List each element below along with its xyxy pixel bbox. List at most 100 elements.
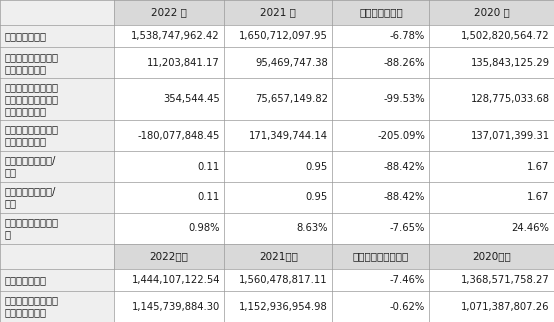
Text: 1,538,747,962.42: 1,538,747,962.42: [131, 31, 220, 41]
Text: -205.09%: -205.09%: [377, 131, 425, 141]
Bar: [224, 182, 332, 213]
Text: 加权平均净资产收益
率: 加权平均净资产收益 率: [4, 217, 58, 239]
Bar: [114, 78, 224, 120]
Bar: [0, 151, 114, 182]
Bar: [0, 244, 114, 269]
Text: 2020 年: 2020 年: [474, 7, 510, 17]
Bar: [332, 182, 429, 213]
Bar: [332, 291, 429, 322]
Bar: [429, 244, 554, 269]
Bar: [0, 47, 114, 78]
Text: -99.53%: -99.53%: [383, 94, 425, 104]
Text: 11,203,841.17: 11,203,841.17: [147, 58, 220, 68]
Text: -6.78%: -6.78%: [389, 31, 425, 41]
Text: 2020年末: 2020年末: [473, 251, 511, 261]
Bar: [114, 182, 224, 213]
Bar: [0, 182, 114, 213]
Text: 归属于上市公司股东
的净利润（元）: 归属于上市公司股东 的净利润（元）: [4, 52, 58, 74]
Text: 稀释每股收益（元/
股）: 稀释每股收益（元/ 股）: [4, 186, 56, 208]
Bar: [224, 25, 332, 47]
Text: 1,071,387,807.26: 1,071,387,807.26: [461, 301, 550, 312]
Bar: [332, 47, 429, 78]
Text: 1,502,820,564.72: 1,502,820,564.72: [461, 31, 550, 41]
Text: 0.11: 0.11: [198, 193, 220, 203]
Text: 354,544.45: 354,544.45: [163, 94, 220, 104]
Bar: [224, 151, 332, 182]
Bar: [224, 244, 332, 269]
Bar: [114, 213, 224, 244]
Text: 95,469,747.38: 95,469,747.38: [255, 58, 328, 68]
Bar: [224, 291, 332, 322]
Bar: [114, 47, 224, 78]
Text: 2021年末: 2021年末: [259, 251, 298, 261]
Bar: [114, 244, 224, 269]
Text: -7.46%: -7.46%: [389, 275, 425, 285]
Bar: [429, 78, 554, 120]
Text: 135,843,125.29: 135,843,125.29: [470, 58, 550, 68]
Bar: [332, 0, 429, 25]
Bar: [429, 151, 554, 182]
Text: -0.62%: -0.62%: [389, 301, 425, 312]
Text: -7.65%: -7.65%: [389, 223, 425, 233]
Bar: [0, 0, 114, 25]
Text: 2022 年: 2022 年: [151, 7, 187, 17]
Bar: [0, 213, 114, 244]
Bar: [429, 269, 554, 291]
Bar: [114, 291, 224, 322]
Bar: [114, 0, 224, 25]
Text: 1.67: 1.67: [527, 162, 550, 172]
Text: 24.46%: 24.46%: [512, 223, 550, 233]
Bar: [332, 244, 429, 269]
Bar: [0, 78, 114, 120]
Text: 归属于上市公司股东
的净资产（元）: 归属于上市公司股东 的净资产（元）: [4, 296, 58, 317]
Text: 经营活动产生的现金
流量净额（元）: 经营活动产生的现金 流量净额（元）: [4, 125, 58, 147]
Bar: [429, 291, 554, 322]
Text: -180,077,848.45: -180,077,848.45: [137, 131, 220, 141]
Bar: [114, 25, 224, 47]
Bar: [429, 182, 554, 213]
Text: -88.26%: -88.26%: [383, 58, 425, 68]
Bar: [224, 213, 332, 244]
Bar: [224, 269, 332, 291]
Bar: [429, 120, 554, 151]
Bar: [429, 0, 554, 25]
Text: 0.11: 0.11: [198, 162, 220, 172]
Text: 171,349,744.14: 171,349,744.14: [249, 131, 328, 141]
Text: 本年末比上年末增减: 本年末比上年末增减: [353, 251, 409, 261]
Bar: [224, 47, 332, 78]
Text: 1,152,936,954.98: 1,152,936,954.98: [239, 301, 328, 312]
Text: 1,560,478,817.11: 1,560,478,817.11: [239, 275, 328, 285]
Bar: [332, 25, 429, 47]
Bar: [114, 120, 224, 151]
Text: 8.63%: 8.63%: [296, 223, 328, 233]
Text: 0.98%: 0.98%: [188, 223, 220, 233]
Text: -88.42%: -88.42%: [383, 162, 425, 172]
Bar: [114, 269, 224, 291]
Bar: [332, 151, 429, 182]
Text: 0.95: 0.95: [306, 193, 328, 203]
Bar: [0, 25, 114, 47]
Bar: [332, 213, 429, 244]
Bar: [429, 47, 554, 78]
Text: 资产总额（元）: 资产总额（元）: [4, 275, 47, 285]
Text: 2021 年: 2021 年: [260, 7, 296, 17]
Text: 1.67: 1.67: [527, 193, 550, 203]
Text: 归属于上市公司股东
的扣除非经常性损益
的净利润（元）: 归属于上市公司股东 的扣除非经常性损益 的净利润（元）: [4, 82, 58, 116]
Text: 1,650,712,097.95: 1,650,712,097.95: [239, 31, 328, 41]
Bar: [0, 120, 114, 151]
Bar: [0, 269, 114, 291]
Bar: [332, 78, 429, 120]
Bar: [429, 213, 554, 244]
Text: 128,775,033.68: 128,775,033.68: [470, 94, 550, 104]
Bar: [0, 291, 114, 322]
Text: 营业收入（元）: 营业收入（元）: [4, 31, 47, 41]
Text: 1,368,571,758.27: 1,368,571,758.27: [461, 275, 550, 285]
Text: 137,071,399.31: 137,071,399.31: [470, 131, 550, 141]
Bar: [429, 25, 554, 47]
Text: 2022年末: 2022年末: [150, 251, 188, 261]
Bar: [224, 78, 332, 120]
Text: 0.95: 0.95: [306, 162, 328, 172]
Text: 1,145,739,884.30: 1,145,739,884.30: [132, 301, 220, 312]
Text: -88.42%: -88.42%: [383, 193, 425, 203]
Text: 1,444,107,122.54: 1,444,107,122.54: [131, 275, 220, 285]
